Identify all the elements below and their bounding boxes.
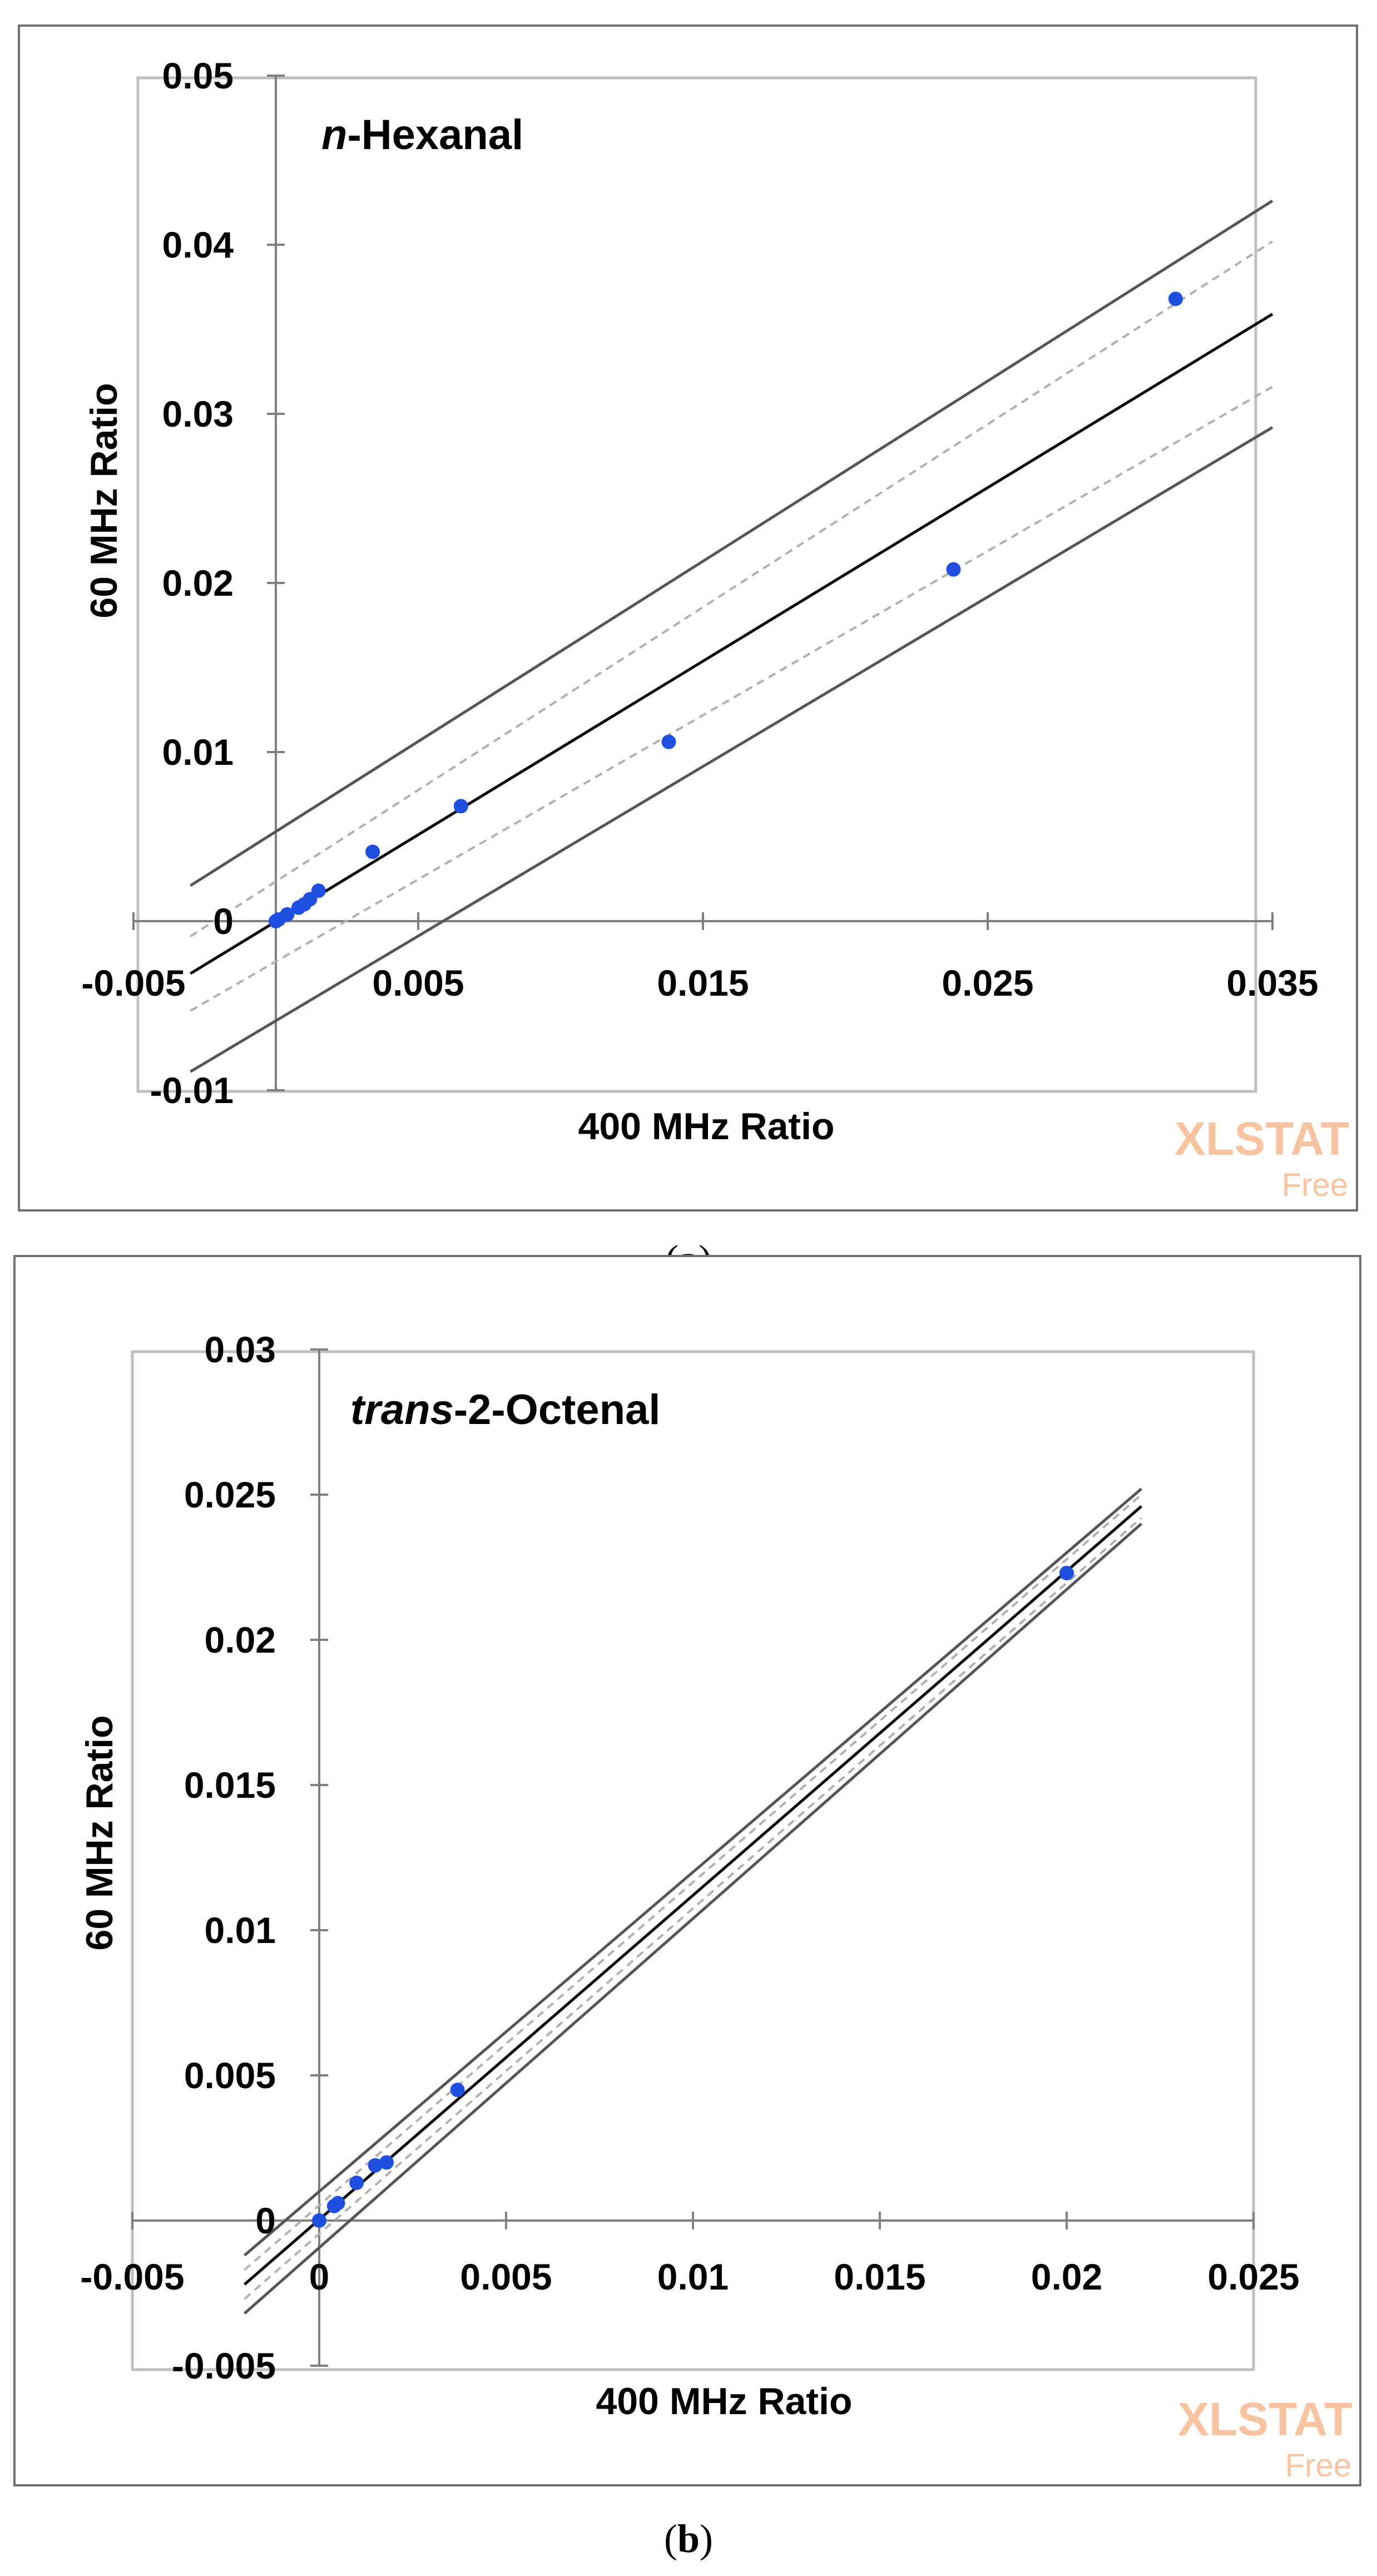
y-tick-label: 0.03 xyxy=(162,393,234,434)
data-point xyxy=(453,799,468,814)
x-tick-label: 0.025 xyxy=(1207,2256,1299,2297)
regression-fit-line xyxy=(243,1505,1143,2286)
panel-a-title: n-Hexanal xyxy=(321,111,523,159)
x-tick-label: 0.035 xyxy=(1226,962,1318,1003)
prediction-lower-line xyxy=(190,426,1274,1073)
prediction-lower-line xyxy=(243,1522,1143,2315)
regression-fit-line xyxy=(190,313,1274,975)
panel-a-y-axis-label: 60 MHz Ratio xyxy=(83,383,125,618)
panel-a: -0.005 0.005 0.015 0.025 0.035 -0.01 0 0.01 0.02… xyxy=(18,24,1358,1212)
y-tick-label: 0 xyxy=(255,2200,276,2241)
data-point xyxy=(330,2196,345,2211)
panel-b-watermark-tier: Free xyxy=(1285,2448,1351,2484)
panel-a-watermark-brand: XLSTAT xyxy=(1175,1113,1349,1165)
x-tick-label: 0.02 xyxy=(1031,2256,1102,2297)
x-tick-label: 0.025 xyxy=(942,962,1033,1003)
panel-b-y-axis-label: 60 MHz Ratio xyxy=(78,1715,121,1950)
y-tick-label: -0.005 xyxy=(172,2345,276,2386)
panel-b-caption: (b) xyxy=(664,2516,713,2561)
panel-a-regression-lines xyxy=(190,199,1274,1073)
panel-a-plot-frame xyxy=(136,76,1257,1093)
y-tick-label: 0.015 xyxy=(184,1764,276,1806)
prediction-upper-line xyxy=(243,1487,1143,2257)
data-point xyxy=(661,734,676,749)
panel-a-tick-labels: -0.005 0.005 0.015 0.025 0.035 -0.01 0 0.01 0.02… xyxy=(81,55,1318,1111)
y-tick-label: 0.025 xyxy=(184,1474,276,1515)
y-tick-label: 0.05 xyxy=(162,55,234,96)
panel-b-regression-lines xyxy=(243,1487,1143,2315)
x-tick-label: 0.005 xyxy=(460,2256,552,2297)
x-tick-label: 0 xyxy=(309,2256,330,2297)
y-tick-label: 0.01 xyxy=(162,731,234,773)
y-tick-label: 0.02 xyxy=(162,562,234,604)
data-point xyxy=(379,2155,394,2170)
x-tick-label: 0.015 xyxy=(834,2256,925,2297)
confidence-upper-line xyxy=(190,240,1274,938)
y-tick-label: 0.005 xyxy=(184,2055,276,2096)
y-tick-label: 0.03 xyxy=(205,1329,276,1370)
panel-b-plot-frame xyxy=(131,1350,1255,2371)
panel-a-data-points xyxy=(269,291,1183,928)
data-point xyxy=(1059,1565,1074,1580)
x-tick-label: 0.01 xyxy=(657,2256,729,2297)
panel-b-border xyxy=(13,1255,1361,2486)
y-tick-label: 0.01 xyxy=(205,1910,276,1951)
x-tick-label: -0.005 xyxy=(80,2256,184,2297)
data-point xyxy=(1168,291,1183,306)
panel-b-watermark-brand: XLSTAT xyxy=(1178,2393,1353,2445)
confidence-upper-line xyxy=(244,1494,1142,2271)
data-point xyxy=(311,883,326,898)
y-tick-label: 0 xyxy=(213,901,234,942)
panel-a-x-axis-label: 400 MHz Ratio xyxy=(578,1105,835,1148)
x-tick-label: 0.005 xyxy=(372,962,464,1003)
data-point xyxy=(368,2158,383,2173)
panel-b-x-axis-label: 400 MHz Ratio xyxy=(596,2380,853,2422)
data-point xyxy=(312,2213,326,2228)
y-tick-label: 0.02 xyxy=(205,1619,276,1660)
panel-b-tick-labels: -0.005 0 0.005 0.01 0.015 0.02 0.025 -0.005 0 0.0… xyxy=(80,1329,1299,2386)
y-tick-label: -0.01 xyxy=(150,1070,234,1111)
panel-b-title: trans-2-Octenal xyxy=(350,1386,661,1433)
data-point xyxy=(349,2175,364,2191)
x-tick-label: 0.015 xyxy=(657,962,749,1003)
panel-b-data-points xyxy=(312,1565,1074,2228)
data-point xyxy=(946,562,961,577)
confidence-lower-line xyxy=(244,1517,1142,2300)
x-tick-label: -0.005 xyxy=(81,962,185,1003)
panel-a-watermark-tier: Free xyxy=(1282,1167,1348,1203)
y-tick-label: 0.04 xyxy=(162,224,234,265)
data-point xyxy=(450,2083,465,2098)
prediction-upper-line xyxy=(190,199,1274,887)
panel-b: -0.005 0 0.005 0.01 0.015 0.02 0.025 -0.005 0 0.0… xyxy=(13,1255,1361,2486)
data-point xyxy=(365,844,380,859)
data-point xyxy=(280,907,295,922)
